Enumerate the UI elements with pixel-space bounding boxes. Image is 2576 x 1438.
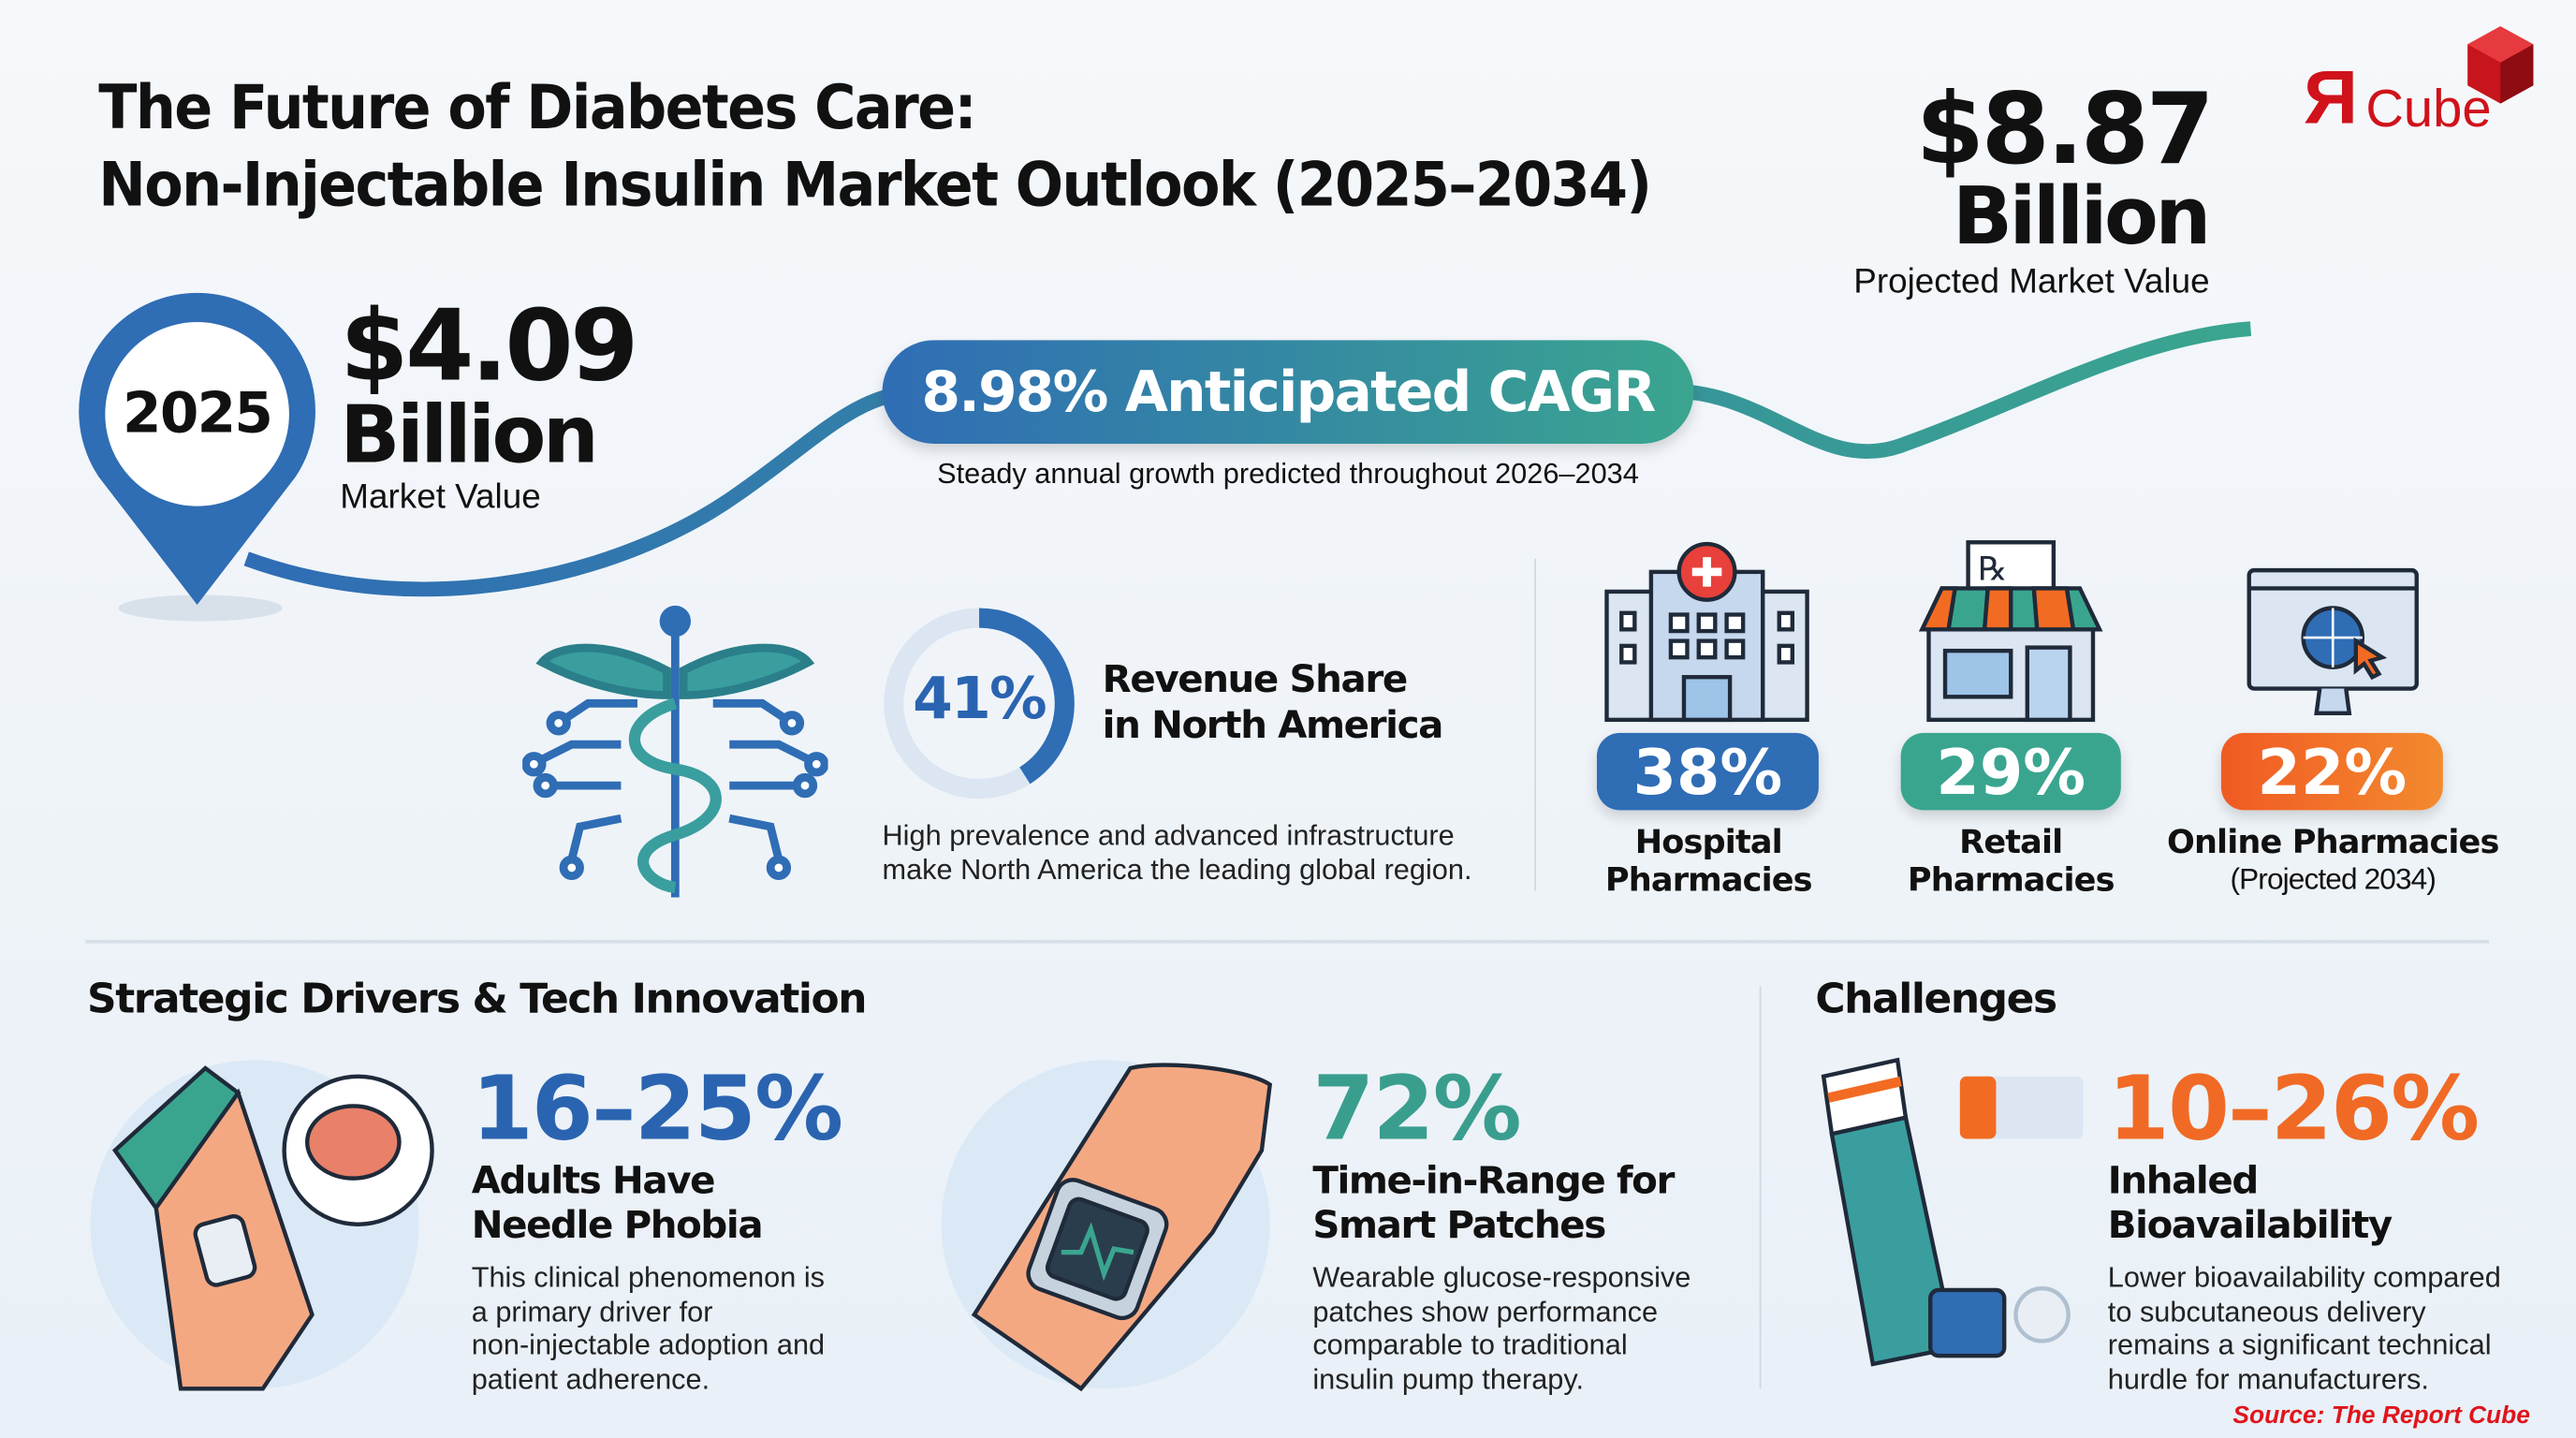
projected-unit: Billion	[1952, 170, 2212, 263]
desc-line: Lower bioavailability compared	[2107, 1260, 2501, 1294]
title-line-1: The Future of Diabetes Care:	[98, 72, 976, 143]
inhaler-icon	[1821, 1057, 2084, 1367]
region-title-2: in North America	[1102, 705, 1444, 748]
region-desc-2: make North America the leading global re…	[882, 852, 1472, 886]
page-title: The Future of Diabetes Care: Non-Injecta…	[98, 69, 1652, 224]
bioavailability-percent: 10–26%	[2107, 1056, 2480, 1161]
online-label-1: Online Pharmacies	[2166, 821, 2499, 861]
retail-share-badge: 29%	[1900, 732, 2121, 811]
caduceus-circuit-icon	[522, 605, 828, 898]
online-monitor-icon	[2247, 567, 2419, 716]
needle-phobia-desc: This clinical phenomenon is a primary dri…	[472, 1260, 825, 1395]
desc-line: remains a significant technical	[2107, 1328, 2492, 1361]
title-line-2: Non-Injectable Insulin Market Outlook (2…	[98, 149, 1652, 221]
smart-patch-title: Time-in-Range for Smart Patches	[1312, 1160, 1675, 1249]
projected-value: $8.87	[1915, 72, 2215, 188]
svg-text:℞: ℞	[1978, 551, 2007, 588]
desc-line: patient adherence.	[471, 1361, 710, 1395]
title-1: Inhaled	[2107, 1160, 2259, 1203]
hospital-label: Hospital Pharmacies	[1544, 823, 1873, 899]
smart-patch-desc: Wearable glucose-responsive patches show …	[1312, 1260, 1690, 1395]
desc-line: comparable to traditional	[1312, 1328, 1628, 1361]
arm-patch-brain-icon	[90, 1060, 434, 1391]
needle-phobia-percent: 16–25%	[471, 1056, 843, 1161]
retail-label-1: Retail	[1959, 821, 2063, 861]
desc-line: to subcutaneous delivery	[2107, 1294, 2426, 1328]
current-label: Market Value	[340, 477, 541, 517]
projected-label: Projected Market Value	[1853, 262, 2210, 301]
current-year: 2025	[123, 381, 273, 448]
retail-label: Retail Pharmacies	[1847, 823, 2175, 899]
bioavailability-title: Inhaled Bioavailability	[2107, 1160, 2393, 1249]
bioavailability-desc: Lower bioavailability compared to subcuta…	[2108, 1260, 2501, 1395]
wrist-smartwatch-icon	[941, 1060, 1273, 1392]
hospital-label-2: Pharmacies	[1604, 859, 1813, 900]
hospital-icon	[1604, 541, 1809, 723]
desc-line: hurdle for manufacturers.	[2107, 1361, 2429, 1395]
desc-line: This clinical phenomenon is	[471, 1260, 826, 1294]
desc-line: insulin pump therapy.	[1312, 1361, 1584, 1395]
logo: R Cube	[2300, 23, 2538, 139]
current-value: $4.09	[340, 288, 638, 404]
title-1: Time-in-Range for	[1312, 1160, 1675, 1203]
cagr-note: Steady annual growth predicted throughou…	[937, 457, 1639, 491]
online-share-badge: 22%	[2220, 732, 2443, 811]
cagr-badge: 8.98% Anticipated CAGR	[882, 340, 1694, 444]
logo-cube-text: Cube	[2365, 79, 2492, 139]
region-percent: 41%	[913, 667, 1047, 733]
store-icon: ℞	[1918, 540, 2103, 723]
divider	[1759, 986, 1762, 1389]
title-2: Needle Phobia	[471, 1204, 764, 1248]
current-unit: Billion	[340, 389, 599, 482]
retail-label-2: Pharmacies	[1907, 859, 2115, 900]
desc-line: patches show performance	[1312, 1294, 1659, 1328]
hospital-share-badge: 38%	[1596, 732, 1819, 811]
title-2: Smart Patches	[1312, 1204, 1606, 1248]
desc-line: a primary driver for	[471, 1294, 713, 1328]
cube-logo-icon	[2467, 26, 2534, 104]
hospital-label-1: Hospital	[1634, 821, 1783, 861]
divider	[1534, 558, 1537, 891]
region-title: Revenue Share in North America	[1102, 657, 1444, 749]
revenue-share-donut	[884, 608, 1075, 800]
smart-patch-percent: 72%	[1312, 1056, 1521, 1161]
title-2: Bioavailability	[2107, 1204, 2393, 1248]
source-credit: Source: The Report Cube	[2232, 1401, 2530, 1431]
drivers-heading: Strategic Drivers & Tech Innovation	[87, 974, 868, 1022]
challenges-heading: Challenges	[1815, 974, 2057, 1022]
desc-line: non-injectable adoption and	[471, 1328, 826, 1361]
section-divider	[85, 940, 2489, 944]
region-desc-1: High prevalence and advanced infrastruct…	[882, 818, 1455, 852]
online-label: Online Pharmacies (Projected 2034)	[2152, 823, 2513, 899]
desc-line: Wearable glucose-responsive	[1312, 1260, 1691, 1294]
region-title-1: Revenue Share	[1102, 658, 1409, 702]
region-desc: High prevalence and advanced infrastruct…	[882, 818, 1471, 886]
needle-phobia-title: Adults Have Needle Phobia	[471, 1160, 764, 1249]
title-1: Adults Have	[471, 1160, 716, 1203]
online-label-2: (Projected 2034)	[2230, 862, 2436, 896]
